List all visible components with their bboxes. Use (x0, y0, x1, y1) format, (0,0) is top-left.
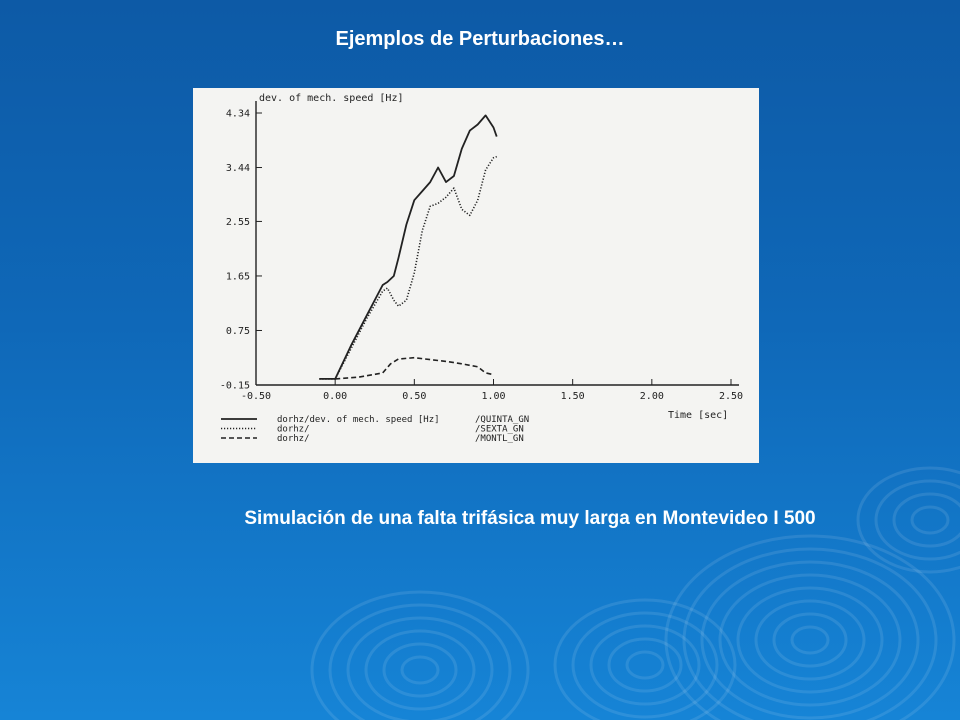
chart-legend: dorhz/dev. of mech. speed [Hz] /QUINTA_GN… (221, 415, 529, 444)
x-tick-label: 0.50 (402, 391, 426, 402)
series-line-3 (335, 356, 494, 380)
ripple-ring (700, 560, 920, 720)
x-tick-labels: -0.50 0.00 0.50 1.00 1.50 2.00 2.50 (241, 379, 743, 402)
x-tick-label: 2.00 (640, 391, 664, 402)
ripple-ring (736, 586, 884, 694)
y-tick-label: 2.55 (226, 217, 250, 228)
x-tick-label: 2.50 (719, 391, 743, 402)
ripple-ring (625, 650, 665, 680)
legend-case-label: /QUINTA_GN (475, 415, 529, 425)
ripple-ring (382, 642, 458, 698)
ripple-ring (310, 590, 530, 720)
ripple-ring (754, 599, 866, 681)
y-tick-label: 1.65 (226, 271, 250, 282)
ripple-ring (790, 625, 830, 655)
legend-case-label: /SEXTA_GN (475, 425, 524, 435)
ripple-ring (607, 637, 683, 693)
ripple-ring (589, 624, 701, 706)
legend-case-label: /MONTL_GN (475, 434, 524, 444)
ripple-ring (571, 611, 719, 719)
series-line-1 (319, 114, 498, 380)
ripple-ring (682, 547, 938, 720)
ripple-ring (400, 655, 440, 685)
y-tick-labels: -0.15 0.75 1.65 2.55 3.44 4.34 (220, 109, 262, 392)
ripple-ring (718, 573, 902, 707)
ripple-ring (892, 492, 960, 548)
x-tick-label: 1.50 (561, 391, 585, 402)
ripple-ring (328, 603, 512, 720)
y-tick-label: 3.44 (226, 163, 250, 174)
speed-deviation-chart: -0.15 0.75 1.65 2.55 3.44 4.34 -0.50 0.00 0.50 1… (220, 93, 743, 444)
ripple-ring (553, 598, 737, 720)
legend-label: dorhz/ (277, 425, 310, 435)
slide-caption: Simulación de una falta trifásica muy la… (244, 508, 816, 529)
chart-series (319, 114, 498, 380)
chart-panel: -0.15 0.75 1.65 2.55 3.44 4.34 -0.50 0.00 0.50 1… (193, 88, 759, 463)
ripple-ring (874, 479, 960, 561)
x-tick-label: 1.00 (481, 391, 505, 402)
y-tick-label: -0.15 (220, 381, 250, 392)
ripple-ring (664, 534, 956, 720)
x-tick-label: 0.00 (323, 391, 347, 402)
ripple-ring (364, 629, 476, 711)
y-tick-label: 4.34 (226, 109, 250, 120)
y-tick-label: 0.75 (226, 326, 250, 337)
chart-axes (255, 101, 739, 386)
series-line-2 (319, 155, 497, 380)
legend-label: dorhz/dev. of mech. speed [Hz] (277, 415, 440, 425)
slide-title: Ejemplos de Perturbaciones… (335, 28, 625, 50)
legend-label: dorhz/ (277, 434, 310, 444)
ripple-ring (856, 466, 960, 574)
x-axis-label: Time [sec] (668, 410, 728, 421)
x-tick-label: -0.50 (241, 391, 271, 402)
y-axis-label: dev. of mech. speed [Hz] (259, 93, 404, 104)
ripple-ring (772, 612, 848, 668)
ripple-ring (910, 505, 950, 535)
ripple-ring (346, 616, 494, 720)
